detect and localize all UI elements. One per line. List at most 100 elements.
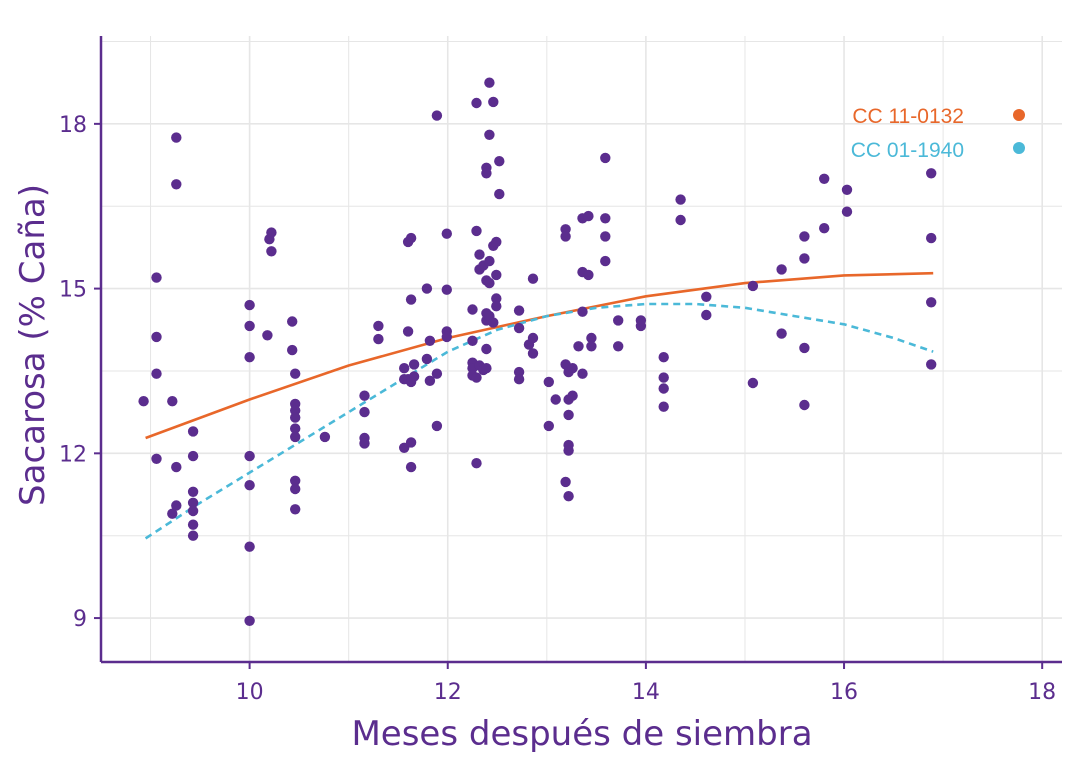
data-point [431,368,443,379]
x-tick-label: 12 [434,680,462,705]
data-point [408,359,420,370]
data-point [799,342,810,354]
x-tick-label: 14 [632,680,660,705]
data-point [424,335,436,346]
data-point [262,330,273,341]
data-point [244,352,255,363]
data-point [290,431,301,443]
data-point [675,194,686,205]
data-point [171,461,182,473]
data-point [187,426,199,437]
data-point [441,331,452,343]
data-point [543,420,554,432]
data-point [167,508,178,519]
data-points [138,77,937,626]
data-point [167,396,178,407]
data-point [405,437,417,448]
fit-line-cc-01-1940 [144,302,934,540]
legend-label-cc-01-1940: CC 01-1940 [851,139,964,162]
data-point [926,297,937,308]
data-point [567,390,578,401]
data-point [290,504,301,515]
data-point [560,476,571,488]
data-point [421,283,433,294]
data-point [431,110,443,121]
data-point [187,530,199,541]
grid-lines [101,36,1062,662]
data-point [701,309,712,321]
data-point [373,320,384,332]
data-point [488,96,499,108]
data-point [799,399,810,411]
data-point [560,231,571,242]
x-tick-label: 10 [236,680,264,705]
data-point [373,333,384,345]
data-point [513,305,525,316]
data-point [187,505,199,517]
data-point [171,179,182,190]
data-point [171,500,182,511]
legend: CC 11-0132 CC 01-1940 [851,105,1025,162]
data-point [491,269,502,281]
data-point [926,359,937,370]
data-point [926,168,937,179]
data-point [424,375,436,386]
y-tick-label: 12 [59,442,87,467]
data-point [421,353,433,365]
data-point [402,326,414,337]
legend-item-1: CC 01-1940 [851,139,1025,162]
data-point [577,306,588,317]
data-point [151,453,162,464]
fit-lines [144,271,934,540]
data-point [405,294,417,305]
data-point [491,236,502,248]
data-point [567,363,578,374]
data-point [187,519,199,530]
data-point [563,409,574,421]
data-point [290,423,301,434]
data-point [244,320,255,332]
data-point [467,335,478,346]
data-point [494,188,505,200]
data-point [613,341,624,352]
data-point [658,372,669,383]
data-point [405,461,417,473]
data-point [138,396,149,407]
data-point [600,255,611,267]
data-point [290,368,301,379]
data-point [600,152,611,164]
data-point [701,291,712,302]
data-point [441,284,452,295]
data-point [600,231,611,242]
data-point [290,412,301,423]
data-point [244,299,255,311]
data-point [819,173,830,184]
data-point [481,168,492,179]
data-point [471,97,482,109]
legend-marker-cc-01-1940 [1013,142,1025,154]
data-point [926,232,937,244]
data-point [675,214,686,226]
data-point [658,383,669,394]
data-point [187,497,199,508]
data-point [776,328,787,339]
data-point [488,317,499,328]
x-tick-label: 16 [830,680,858,705]
data-point [586,341,597,352]
data-point [319,431,331,443]
data-point [244,615,255,626]
data-point [467,304,478,315]
data-point [491,301,502,312]
data-point [635,320,647,332]
data-point [151,368,162,379]
data-point [471,372,482,383]
data-point [841,184,853,195]
data-point [513,322,525,334]
data-point [513,374,525,385]
data-point [484,77,495,88]
data-point [244,450,255,462]
data-point [550,394,561,405]
data-point [290,475,301,486]
